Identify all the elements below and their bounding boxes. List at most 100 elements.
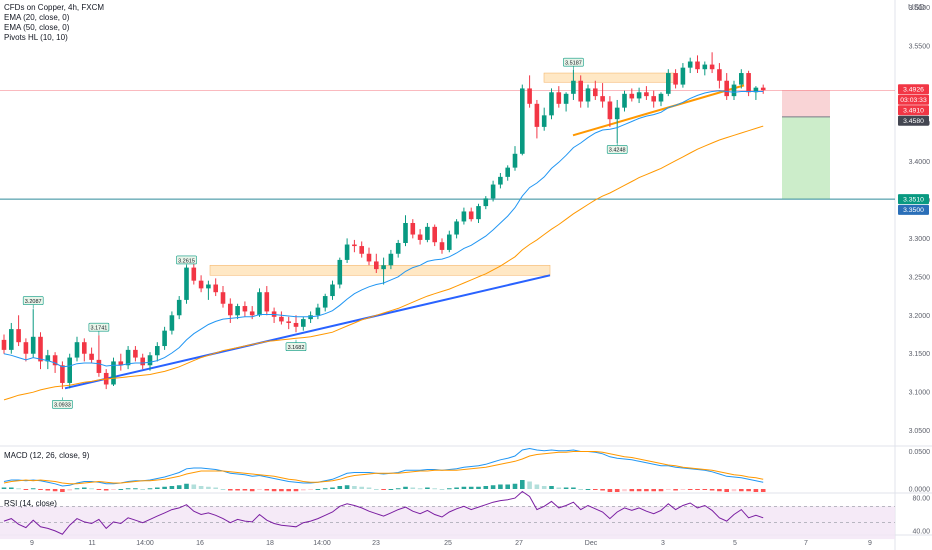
candle-body[interactable] <box>140 357 145 366</box>
candle-body[interactable] <box>468 211 474 220</box>
supply-zone[interactable] <box>543 72 675 83</box>
candle-body[interactable] <box>629 93 635 99</box>
candle-body[interactable] <box>169 315 175 331</box>
candle-body[interactable] <box>264 292 270 312</box>
candle-body[interactable] <box>571 80 576 94</box>
candle-body[interactable] <box>213 284 218 293</box>
candle-body[interactable] <box>593 88 598 97</box>
candle-body[interactable] <box>585 88 591 102</box>
candle-body[interactable] <box>257 292 262 316</box>
candle-body[interactable] <box>651 96 656 102</box>
candle-body[interactable] <box>23 342 29 354</box>
candle-body[interactable] <box>447 234 452 250</box>
candle-body[interactable] <box>687 61 693 68</box>
macd-pane[interactable] <box>1 447 766 493</box>
candle-body[interactable] <box>38 336 43 362</box>
candle-body[interactable] <box>60 365 65 383</box>
candle-body[interactable] <box>30 336 36 354</box>
candle-body[interactable] <box>315 307 321 316</box>
candle-body[interactable] <box>746 73 751 93</box>
candle-body[interactable] <box>235 306 240 316</box>
trendline-major[interactable] <box>64 274 551 390</box>
candle-body[interactable] <box>96 359 102 373</box>
candle-body[interactable] <box>388 253 394 266</box>
candle-body[interactable] <box>125 349 131 366</box>
candle-body[interactable] <box>614 107 620 120</box>
candle-body[interactable] <box>301 319 306 327</box>
ema20-legend[interactable]: EMA (20, close, 0) <box>4 13 70 22</box>
candle-body[interactable] <box>644 92 649 97</box>
candle-body[interactable] <box>702 64 708 70</box>
candle-body[interactable] <box>198 280 204 289</box>
ema50-legend[interactable]: EMA (50, close, 0) <box>4 23 70 32</box>
stop-loss-zone[interactable] <box>782 90 830 117</box>
candle-body[interactable] <box>439 242 445 250</box>
candle-body[interactable] <box>359 246 364 254</box>
candle-body[interactable] <box>410 223 416 235</box>
candle-body[interactable] <box>89 353 94 360</box>
candle-body[interactable] <box>286 321 291 323</box>
candle-body[interactable] <box>739 73 744 85</box>
candle-body[interactable] <box>731 84 737 97</box>
candle-body[interactable] <box>556 92 562 104</box>
candle-body[interactable] <box>483 198 489 207</box>
candle-body[interactable] <box>45 355 51 362</box>
candle-body[interactable] <box>658 93 664 102</box>
candle-body[interactable] <box>191 267 197 281</box>
candle-body[interactable] <box>118 361 124 366</box>
candlestick-series[interactable] <box>1 52 766 390</box>
candle-body[interactable] <box>184 267 189 300</box>
candle-body[interactable] <box>228 303 233 316</box>
pivots-legend[interactable]: Pivots HL (10, 10) <box>4 33 68 42</box>
candle-body[interactable] <box>147 355 153 366</box>
candle-body[interactable] <box>498 176 503 185</box>
candle-body[interactable] <box>578 80 583 102</box>
candle-body[interactable] <box>374 261 379 270</box>
candle-body[interactable] <box>709 64 715 70</box>
candle-body[interactable] <box>176 299 182 316</box>
candle-body[interactable] <box>600 96 605 102</box>
rsi-pane[interactable] <box>0 490 895 540</box>
candle-body[interactable] <box>432 226 437 243</box>
candle-body[interactable] <box>366 253 372 262</box>
candle-body[interactable] <box>760 87 766 91</box>
candle-body[interactable] <box>622 93 627 108</box>
candle-body[interactable] <box>279 316 284 322</box>
candle-body[interactable] <box>16 329 21 343</box>
candle-body[interactable] <box>337 259 343 285</box>
candle-body[interactable] <box>249 311 255 316</box>
candle-body[interactable] <box>753 87 759 93</box>
macd-legend[interactable]: MACD (12, 26, close, 9) <box>4 451 90 460</box>
rsi-legend[interactable]: RSI (14, close) <box>4 499 57 508</box>
candle-body[interactable] <box>1 339 7 350</box>
candle-body[interactable] <box>162 330 167 347</box>
candle-body[interactable] <box>534 103 540 127</box>
candle-body[interactable] <box>417 234 423 240</box>
candle-body[interactable] <box>330 284 335 297</box>
candle-body[interactable] <box>352 244 357 247</box>
candle-body[interactable] <box>242 306 248 312</box>
candle-body[interactable] <box>527 88 532 104</box>
candle-body[interactable] <box>541 115 547 127</box>
candle-body[interactable] <box>673 73 678 85</box>
candle-body[interactable] <box>67 357 72 383</box>
candle-body[interactable] <box>395 242 401 254</box>
candle-body[interactable] <box>695 61 700 70</box>
candle-body[interactable] <box>133 349 138 358</box>
candle-body[interactable] <box>454 221 459 235</box>
trendline-minor[interactable] <box>572 84 745 137</box>
candle-body[interactable] <box>425 226 430 240</box>
candle-body[interactable] <box>52 355 58 366</box>
candle-body[interactable] <box>322 296 328 308</box>
candle-body[interactable] <box>680 67 686 85</box>
candle-body[interactable] <box>403 223 408 243</box>
price-axis[interactable]: 3.60003.55003.45003.40003.35003.30003.25… <box>898 5 930 535</box>
symbol-title[interactable]: CFDs on Copper, 4h, FXCM <box>4 3 105 12</box>
candle-body[interactable] <box>490 184 496 199</box>
candle-body[interactable] <box>512 153 518 168</box>
candle-body[interactable] <box>206 284 211 289</box>
drawings-layer[interactable] <box>0 72 895 390</box>
candle-body[interactable] <box>9 329 14 350</box>
candle-body[interactable] <box>636 92 642 99</box>
